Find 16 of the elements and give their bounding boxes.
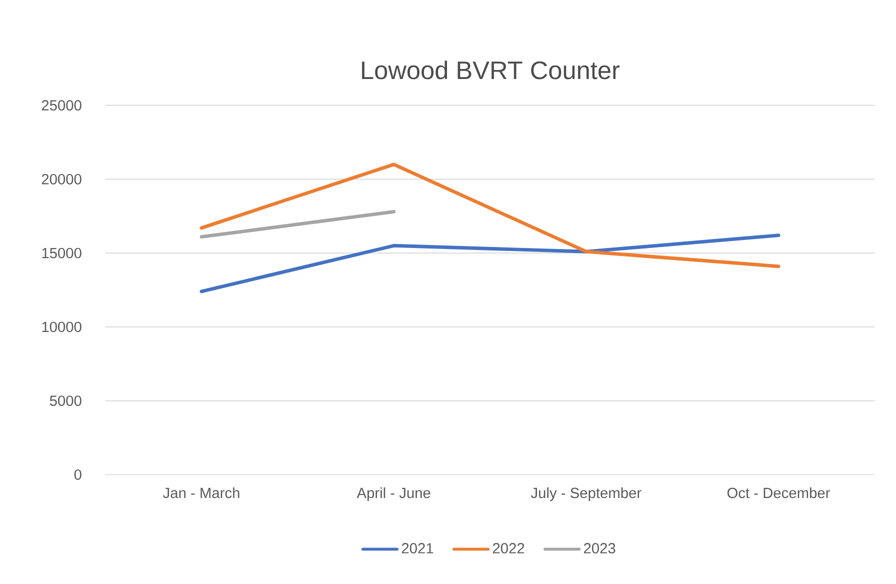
- y-tick-label: 20000: [42, 174, 82, 184]
- y-tick-label: 25000: [42, 100, 82, 111]
- chart-title: Lowood BVRT Counter: [362, 60, 620, 80]
- legend-label: 2021: [402, 543, 434, 554]
- x-tick-label: Oct - December: [727, 487, 830, 498]
- x-tick-label: Jan - March: [163, 487, 240, 498]
- x-tick-label: July - September: [530, 487, 642, 502]
- y-tick-label: 5000: [50, 396, 82, 406]
- legend-label: 2022: [492, 543, 524, 554]
- y-tick-label: 15000: [42, 248, 82, 258]
- line-series: [200, 234, 780, 294]
- line-series: [200, 162, 780, 268]
- y-tick-label: 0: [74, 469, 82, 480]
- y-tick-label: 10000: [42, 322, 82, 332]
- legend-label: 2023: [584, 543, 616, 554]
- x-tick-label: April - June: [356, 487, 430, 502]
